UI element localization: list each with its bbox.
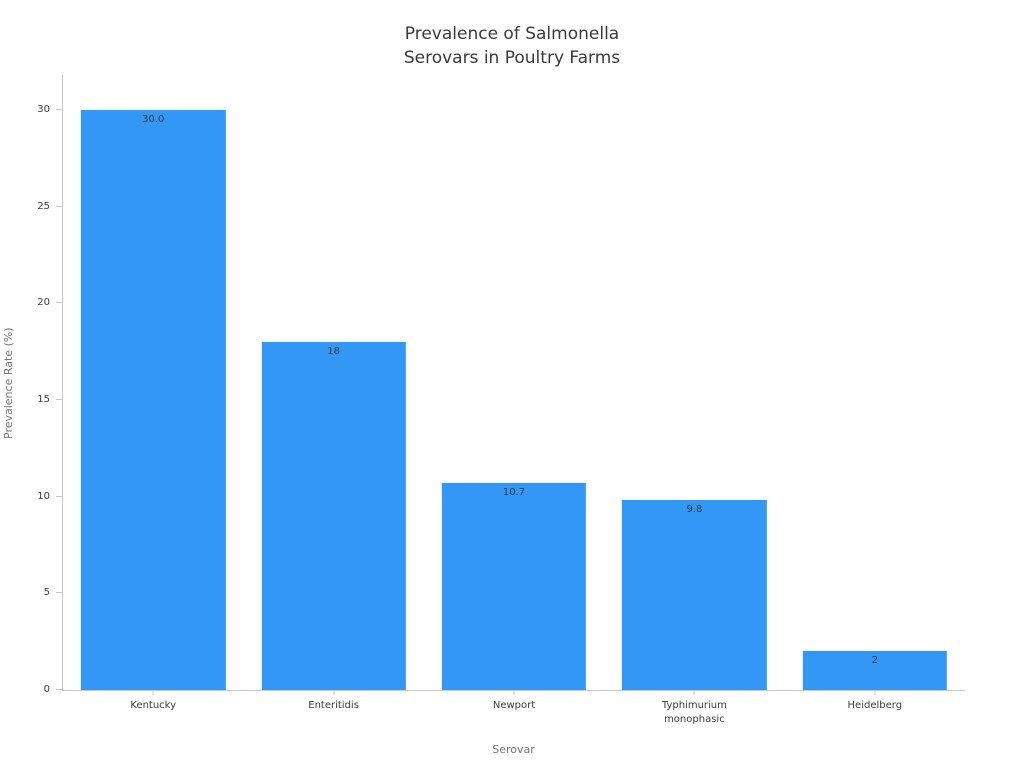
y-tick-mark	[56, 592, 63, 594]
y-tick-label: 10	[37, 490, 50, 502]
y-tick-label: 0	[43, 684, 50, 695]
y-tick-label: 30	[37, 103, 50, 115]
y-axis-title: Prevalence Rate (%)	[2, 327, 15, 439]
x-category-label: Kentucky	[130, 700, 177, 711]
bar-typhimurium-monophasic: 9.8	[622, 500, 767, 690]
x-tick-mark	[874, 690, 876, 695]
y-tick-label: 5	[43, 587, 50, 599]
y-tick-mark	[56, 689, 63, 690]
bar-enteritidis: 18	[261, 341, 406, 690]
x-tick-mark	[693, 690, 695, 695]
bar-heidelberg: 2	[802, 651, 947, 690]
x-category-label: Newport	[492, 700, 536, 711]
x-category-label: Enteritidis	[308, 700, 359, 711]
y-tick-mark	[56, 205, 63, 207]
bar-value-label: 30.0	[142, 113, 165, 125]
bar-value-label: 18	[327, 345, 340, 357]
y-tick-mark	[56, 398, 63, 400]
bar-newport: 10.7	[441, 483, 587, 690]
bar-value-label: 9.8	[686, 504, 703, 516]
x-category-label: Heidelberg	[847, 700, 903, 711]
x-axis-title: Serovar	[492, 743, 535, 756]
x-tick-mark	[513, 690, 515, 695]
y-tick-mark	[56, 108, 63, 110]
y-tick-label: 15	[37, 393, 50, 405]
y-tick-mark	[56, 495, 63, 497]
y-tick-mark	[56, 302, 63, 304]
y-tick-label: 20	[37, 297, 50, 309]
x-category-label: Typhimurium monophasic	[661, 700, 727, 725]
bar-kentucky: 30.0	[81, 109, 226, 690]
bar-value-label: 10.7	[502, 487, 526, 499]
chart-title: Prevalence of Salmonella Serovars in Pou…	[403, 24, 621, 68]
plot-area: 0 5 10 15 20 25 30 30.0 Kentucky 18 Enteritidis 10.…	[37, 75, 965, 725]
y-tick-label: 25	[37, 200, 50, 212]
x-tick-mark	[152, 690, 154, 695]
bar-value-label: 2	[871, 655, 878, 667]
x-tick-mark	[333, 690, 335, 695]
